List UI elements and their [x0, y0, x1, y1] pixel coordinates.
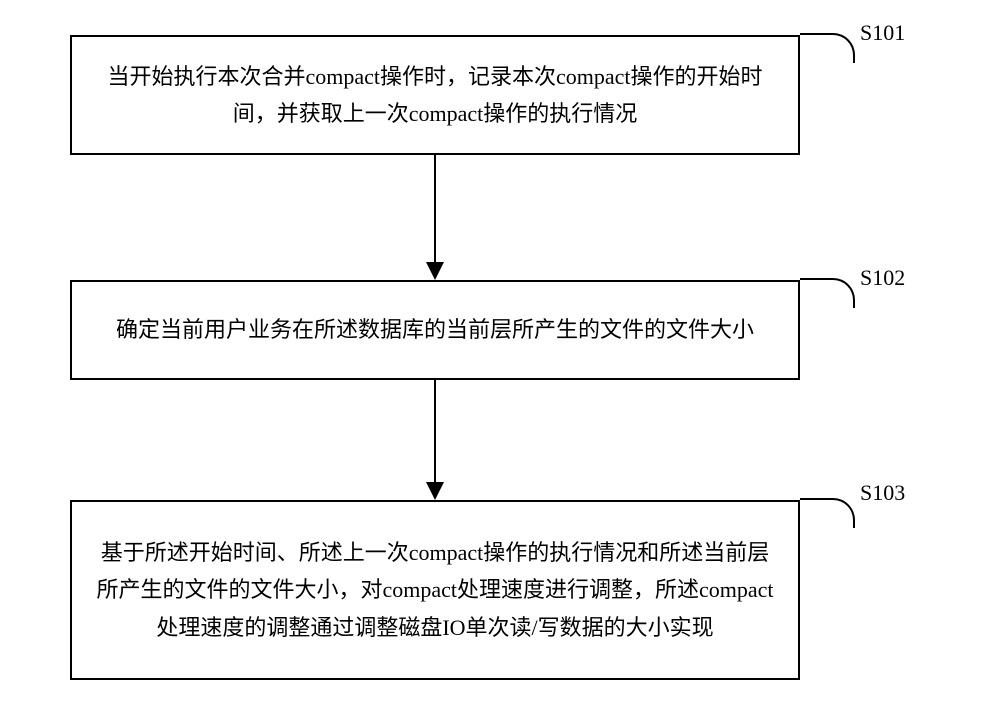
arrow-2-3-line [434, 380, 436, 482]
flow-node-s101: 当开始执行本次合并compact操作时，记录本次compact操作的开始时间，并… [70, 35, 800, 155]
flow-node-s103: 基于所述开始时间、所述上一次compact操作的执行情况和所述当前层所产生的文件… [70, 500, 800, 680]
label-connector-s101 [800, 33, 855, 63]
step-label-s102: S102 [860, 265, 905, 291]
flow-node-s102-text: 确定当前用户业务在所述数据库的当前层所产生的文件的文件大小 [92, 311, 778, 348]
flow-node-s103-text: 基于所述开始时间、所述上一次compact操作的执行情况和所述当前层所产生的文件… [92, 534, 778, 646]
step-label-s101: S101 [860, 20, 905, 46]
arrow-1-2-line [434, 155, 436, 262]
arrow-2-3-head [426, 482, 444, 500]
flow-node-s102: 确定当前用户业务在所述数据库的当前层所产生的文件的文件大小 [70, 280, 800, 380]
flow-node-s101-text: 当开始执行本次合并compact操作时，记录本次compact操作的开始时间，并… [92, 58, 778, 133]
flowchart-canvas: 当开始执行本次合并compact操作时，记录本次compact操作的开始时间，并… [0, 0, 1000, 711]
label-connector-s103 [800, 498, 855, 528]
label-connector-s102 [800, 278, 855, 308]
step-label-s103: S103 [860, 480, 905, 506]
arrow-1-2-head [426, 262, 444, 280]
